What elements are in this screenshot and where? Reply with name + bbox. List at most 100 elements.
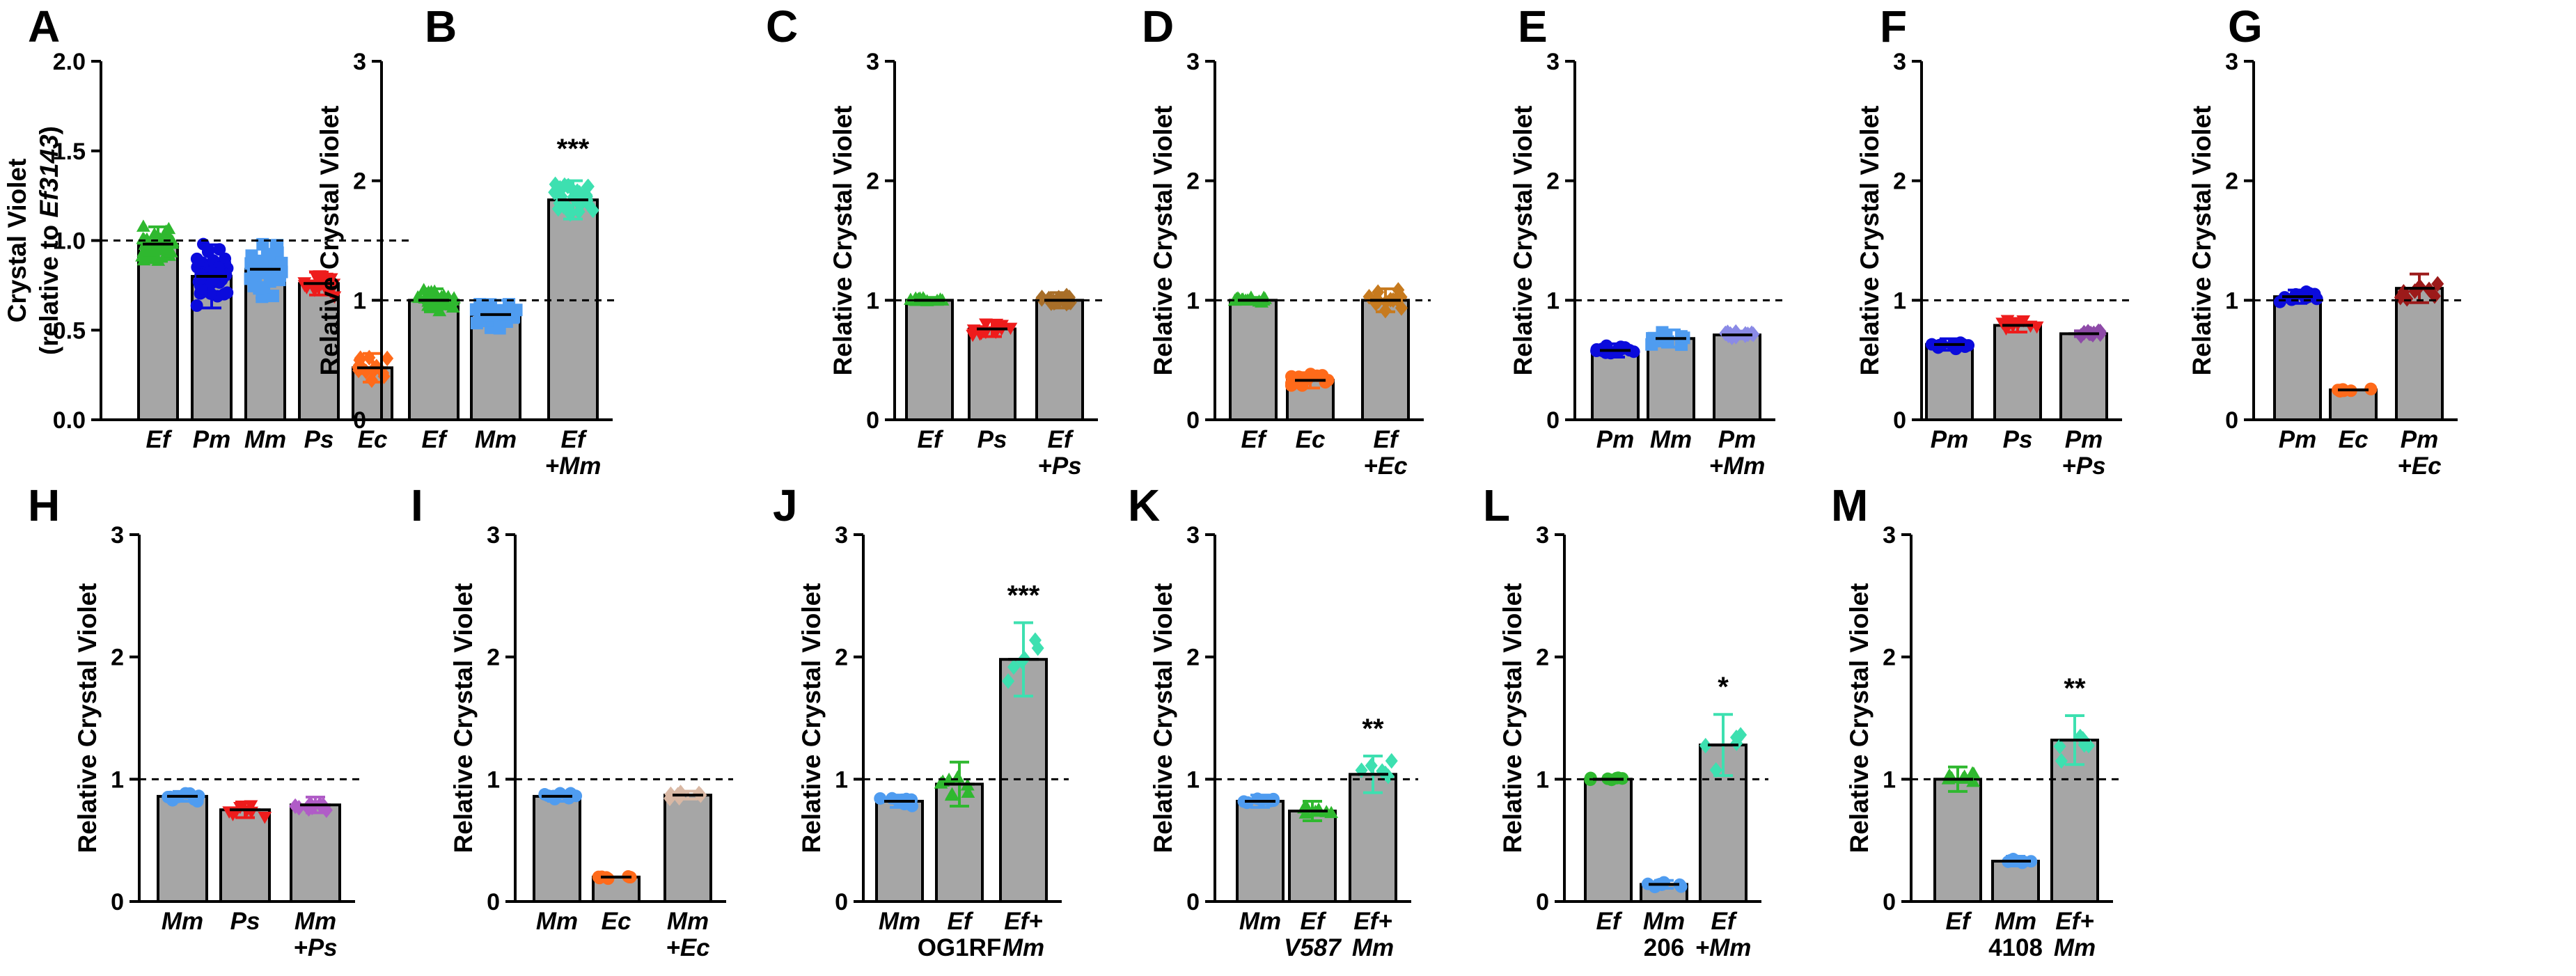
x-tick-label: Ef — [1596, 908, 1623, 935]
data-point — [2055, 753, 2068, 769]
data-point — [2006, 853, 2020, 866]
x-tick-label: OG1RF — [918, 934, 1002, 961]
x-tick-label: Ef — [1301, 908, 1327, 935]
bar — [663, 794, 712, 904]
data-point — [245, 249, 258, 262]
x-tick-label: Pm — [2279, 426, 2316, 453]
y-tick-label: 3 — [1883, 522, 1896, 549]
x-tick-label: Ef — [561, 426, 588, 453]
x-tick-label: +Ec — [2397, 452, 2441, 480]
x-tick-label: +Ec — [666, 934, 709, 961]
data-point — [1365, 757, 1378, 774]
y-tick-label: 3 — [1546, 49, 1560, 75]
y-tick-label: 0 — [487, 889, 500, 915]
x-tick-label: Ef — [1946, 908, 1972, 935]
y-tick-label: 1 — [353, 288, 366, 314]
x-tick-label: +Ps — [1037, 452, 1081, 480]
y-axis-label: Relative Crystal Violet — [828, 106, 857, 376]
data-point — [1319, 376, 1332, 389]
x-tick-label: Mm — [162, 908, 203, 935]
y-tick-label: 1 — [487, 766, 500, 793]
y-tick-label: 0 — [1186, 889, 1200, 915]
panel-label: I — [411, 480, 423, 530]
y-tick-label: 0 — [1883, 889, 1896, 915]
x-tick-label: +Ec — [1363, 452, 1407, 480]
y-axis-label-strain: Ef3143 — [35, 134, 63, 218]
y-tick-label: 2 — [487, 645, 500, 671]
x-tick-label: Ec — [1296, 426, 1326, 453]
bar — [290, 803, 341, 904]
bar — [219, 808, 271, 903]
x-tick-label: Ps — [230, 908, 260, 935]
x-tick-label: Ps — [2003, 426, 2033, 453]
x-tick-label: Ef — [1711, 908, 1738, 935]
panel-label: L — [1483, 480, 1510, 530]
data-point — [1299, 799, 1314, 812]
panel-label: B — [425, 1, 457, 52]
bar — [2273, 295, 2322, 421]
y-tick-label: 0 — [1186, 407, 1200, 434]
x-tick-label: Pm — [1931, 426, 1968, 453]
y-tick-label: 0 — [353, 407, 366, 434]
y-axis-label: Relative Crystal Violet — [315, 106, 344, 376]
y-tick-label: 2 — [353, 168, 366, 195]
bar — [1288, 810, 1337, 904]
data-point — [194, 272, 207, 285]
data-point — [1285, 377, 1298, 390]
bar — [547, 198, 599, 421]
y-tick-label: 0 — [1536, 889, 1549, 915]
x-tick-label: Ef+ — [1353, 908, 1392, 935]
y-tick-label: 2 — [1546, 168, 1560, 195]
data-point — [1645, 338, 1658, 351]
bar — [157, 794, 208, 903]
data-point — [192, 254, 205, 267]
y-tick-label: 1 — [1186, 766, 1200, 793]
data-point — [1042, 290, 1055, 307]
y-tick-label: 3 — [353, 49, 366, 75]
data-point — [1028, 632, 1042, 648]
data-point — [275, 265, 288, 278]
bar — [1349, 773, 1397, 903]
y-axis-label-sub: (relative to Ef3143) — [35, 126, 63, 355]
x-tick-label: Mm — [536, 908, 578, 935]
data-point — [446, 293, 460, 306]
x-tick-label: Mm — [1352, 934, 1394, 961]
data-point — [1002, 673, 1015, 689]
data-point — [1729, 730, 1743, 746]
data-point — [494, 306, 508, 320]
bar — [533, 794, 581, 903]
y-tick-label: 1 — [1536, 766, 1549, 793]
bar — [408, 299, 460, 422]
y-tick-label: 0 — [1546, 407, 1560, 434]
bar — [2050, 739, 2099, 903]
data-point — [950, 770, 965, 782]
y-tick-label: 1 — [111, 766, 124, 793]
y-tick-label: 3 — [1893, 49, 1906, 75]
x-tick-label: Ef — [146, 426, 173, 453]
x-tick-label: Mm — [879, 908, 920, 935]
bar — [2395, 287, 2444, 421]
y-tick-label: 1 — [1893, 288, 1906, 314]
data-point — [136, 232, 151, 245]
y-axis-label: Relative Crystal Violet — [1845, 583, 1874, 853]
x-tick-label: Pm — [193, 426, 230, 453]
data-point — [136, 219, 150, 232]
y-tick-label: 2 — [1186, 168, 1200, 195]
data-point — [1966, 774, 1981, 787]
significance-label: *** — [1007, 580, 1040, 611]
y-tick-label: 3 — [835, 522, 848, 549]
data-point — [195, 282, 208, 295]
y-tick-label: 2 — [866, 168, 879, 195]
data-point — [664, 786, 677, 803]
data-point — [213, 243, 226, 256]
data-point — [157, 233, 171, 245]
x-tick-label: Ef — [1241, 426, 1268, 453]
x-tick-label: Ef — [1048, 426, 1074, 453]
significance-label: ** — [2064, 673, 2086, 704]
x-tick-label: +Ps — [2061, 452, 2105, 480]
